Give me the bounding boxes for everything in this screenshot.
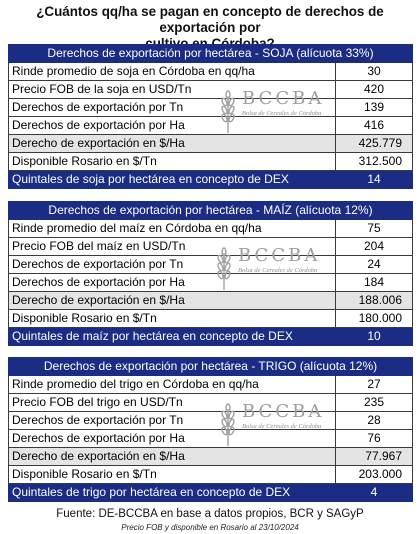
table-row: Rinde promedio de soja en Córdoba en qq/… <box>8 62 413 81</box>
table-row: Derechos de exportación por Tn 28 <box>8 411 413 430</box>
soja-panel: Derechos de exportación por hectárea - S… <box>8 44 413 189</box>
row-label: Precio FOB del trigo en USD/Tn <box>8 393 336 412</box>
row-value: 425.779 <box>335 134 413 153</box>
row-label: Derechos de exportación por Tn <box>8 411 336 430</box>
trigo-footer-row: Quintales de trigo por hectárea en conce… <box>8 483 413 502</box>
row-value: 180.000 <box>334 309 414 328</box>
source-text: Fuente: DE-BCCBA en base a datos propios… <box>56 508 364 520</box>
row-value: 139 <box>335 98 413 117</box>
row-label: Derecho de exportación en $/Ha <box>8 291 336 310</box>
row-label: Derecho de exportación en $/Ha <box>8 134 336 153</box>
row-value: 27 <box>335 375 413 394</box>
row-label: Derecho de exportación en $/Ha <box>8 447 336 466</box>
row-value: 235 <box>335 393 413 412</box>
maiz-header-row: Derechos de exportación por hectárea - M… <box>7 201 414 220</box>
trigo-header-row: Derechos de exportación por hectárea - T… <box>8 357 413 376</box>
table-row: Derecho de exportación en $/Ha 188.006 <box>8 291 414 310</box>
trigo-header: Derechos de exportación por hectárea - T… <box>8 357 413 376</box>
table-row: Disponible Rosario en $/Tn 203.000 <box>8 465 413 484</box>
table-row: Precio FOB del maíz en USD/Tn 204 <box>8 237 414 256</box>
maiz-footer-row: Quintales de maíz por hectárea en concep… <box>8 327 414 346</box>
date-note: Precio FOB y disponible en Rosario al 23… <box>121 523 299 532</box>
soja-footer-row: Quintales de soja por hectárea en concep… <box>8 170 413 189</box>
row-label: Derechos de exportación por Tn <box>8 255 336 274</box>
trigo-table: Derechos de exportación por hectárea - T… <box>8 357 413 502</box>
row-label: Derechos de exportación por Ha <box>8 116 336 135</box>
row-value: 204 <box>334 237 414 256</box>
soja-header: Derechos de exportación por hectárea - S… <box>8 44 413 63</box>
footer-label: Quintales de trigo por hectárea en conce… <box>8 483 336 502</box>
table-row: Precio FOB del trigo en USD/Tn 235 <box>8 393 413 412</box>
table-row: Disponible Rosario en $/Tn 180.000 <box>8 309 414 328</box>
maiz-header: Derechos de exportación por hectárea - M… <box>7 201 414 220</box>
row-label: Rinde promedio de soja en Córdoba en qq/… <box>8 62 336 81</box>
table-row: Precio FOB de la soja en USD/Tn 420 <box>8 80 413 99</box>
row-value: 420 <box>335 80 413 99</box>
table-row: Disponible Rosario en $/Tn 312.500 <box>8 152 413 171</box>
row-label: Disponible Rosario en $/Tn <box>8 309 336 328</box>
row-label: Derechos de exportación por Tn <box>8 98 336 117</box>
table-row: Derecho de exportación en $/Ha 77.967 <box>8 447 413 466</box>
title-line-1: ¿Cuántos qq/ha se pagan en concepto de d… <box>36 4 384 35</box>
table-row: Derechos de exportación por Tn 24 <box>8 255 414 274</box>
row-value: 28 <box>335 411 413 430</box>
row-value: 416 <box>335 116 413 135</box>
footer-value: 14 <box>335 170 413 189</box>
table-row: Rinde promedio del maíz en Córdoba en qq… <box>8 219 414 238</box>
soja-header-row: Derechos de exportación por hectárea - S… <box>8 44 413 63</box>
row-value: 184 <box>334 273 414 292</box>
row-value: 76 <box>335 429 413 448</box>
row-value: 75 <box>334 219 414 238</box>
maiz-table: Derechos de exportación por hectárea - M… <box>7 201 414 346</box>
row-value: 188.006 <box>334 291 414 310</box>
table-row: Derechos de exportación por Ha 184 <box>8 273 414 292</box>
row-label: Derechos de exportación por Ha <box>8 429 336 448</box>
footer-label: Quintales de soja por hectárea en concep… <box>8 170 336 189</box>
row-label: Precio FOB de la soja en USD/Tn <box>8 80 336 99</box>
maiz-panel: Derechos de exportación por hectárea - M… <box>7 201 414 346</box>
row-value: 203.000 <box>335 465 413 484</box>
table-row: Derecho de exportación en $/Ha 425.779 <box>8 134 413 153</box>
row-label: Derechos de exportación por Ha <box>8 273 336 292</box>
table-row: Derechos de exportación por Tn 139 <box>8 98 413 117</box>
footer-value: 4 <box>335 483 413 502</box>
row-value: 312.500 <box>335 152 413 171</box>
table-row: Derechos de exportación por Ha 76 <box>8 429 413 448</box>
trigo-panel: Derechos de exportación por hectárea - T… <box>8 357 413 502</box>
footer-label: Quintales de maíz por hectárea en concep… <box>8 327 336 346</box>
row-label: Rinde promedio del trigo en Córdoba en q… <box>8 375 336 394</box>
row-label: Rinde promedio del maíz en Córdoba en qq… <box>8 219 336 238</box>
row-value: 30 <box>335 62 413 81</box>
footer-value: 10 <box>334 327 414 346</box>
soja-table: Derechos de exportación por hectárea - S… <box>8 44 413 189</box>
row-label: Disponible Rosario en $/Tn <box>8 152 336 171</box>
row-value: 24 <box>334 255 414 274</box>
table-row: Rinde promedio del trigo en Córdoba en q… <box>8 375 413 394</box>
row-value: 77.967 <box>335 447 413 466</box>
row-label: Disponible Rosario en $/Tn <box>8 465 336 484</box>
table-row: Derechos de exportación por Ha 416 <box>8 116 413 135</box>
row-label: Precio FOB del maíz en USD/Tn <box>8 237 336 256</box>
